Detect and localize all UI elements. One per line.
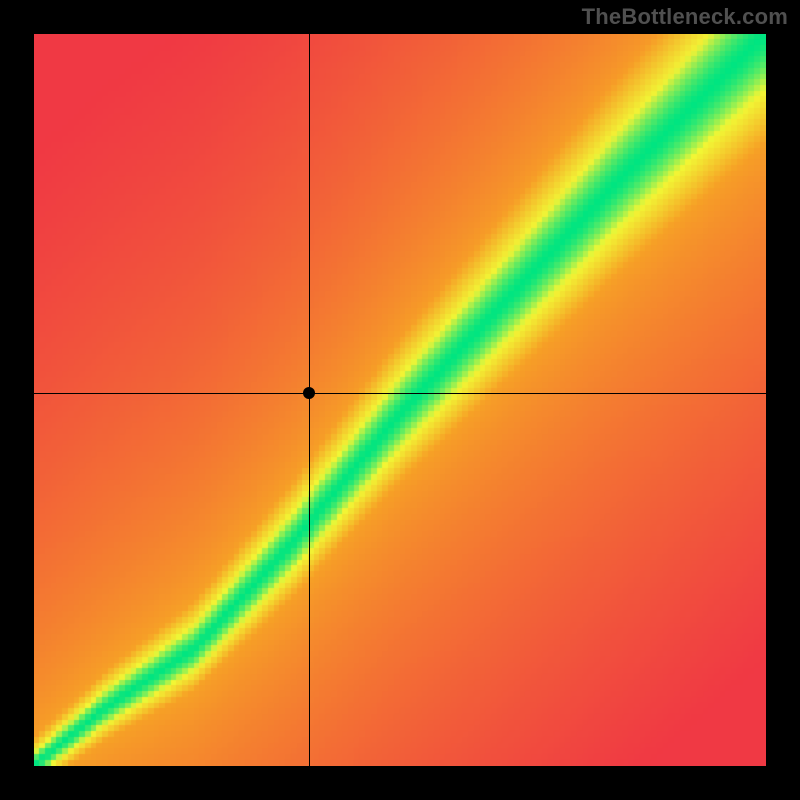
plot-area bbox=[34, 34, 766, 766]
crosshair-point bbox=[303, 387, 315, 399]
watermark-text: TheBottleneck.com bbox=[582, 4, 788, 30]
figure-root: TheBottleneck.com bbox=[0, 0, 800, 800]
crosshair-horizontal bbox=[34, 393, 766, 394]
crosshair-vertical bbox=[309, 34, 310, 766]
heatmap-canvas bbox=[34, 34, 766, 766]
